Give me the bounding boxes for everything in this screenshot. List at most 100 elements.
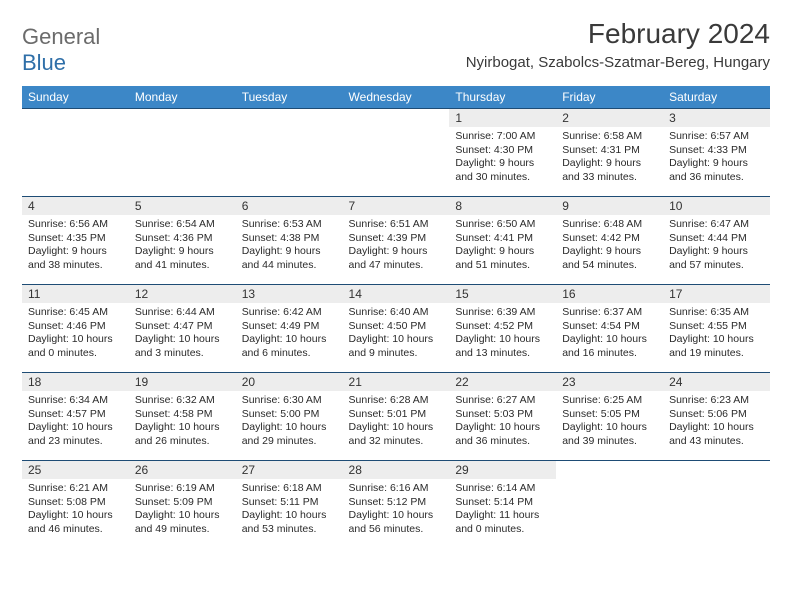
calendar-cell: 25Sunrise: 6:21 AMSunset: 5:08 PMDayligh…: [22, 461, 129, 549]
day-detail: Sunrise: 6:37 AMSunset: 4:54 PMDaylight:…: [556, 303, 663, 365]
day-detail: Sunrise: 6:44 AMSunset: 4:47 PMDaylight:…: [129, 303, 236, 365]
calendar-cell: 6Sunrise: 6:53 AMSunset: 4:38 PMDaylight…: [236, 197, 343, 285]
calendar-cell: 21Sunrise: 6:28 AMSunset: 5:01 PMDayligh…: [343, 373, 450, 461]
day-detail: Sunrise: 6:39 AMSunset: 4:52 PMDaylight:…: [449, 303, 556, 365]
day-detail: Sunrise: 6:51 AMSunset: 4:39 PMDaylight:…: [343, 215, 450, 277]
calendar-cell: 19Sunrise: 6:32 AMSunset: 4:58 PMDayligh…: [129, 373, 236, 461]
calendar-week-row: 11Sunrise: 6:45 AMSunset: 4:46 PMDayligh…: [22, 285, 770, 373]
calendar-cell: 14Sunrise: 6:40 AMSunset: 4:50 PMDayligh…: [343, 285, 450, 373]
day-detail: Sunrise: 6:30 AMSunset: 5:00 PMDaylight:…: [236, 391, 343, 453]
day-detail: Sunrise: 6:34 AMSunset: 4:57 PMDaylight:…: [22, 391, 129, 453]
day-detail: Sunrise: 6:42 AMSunset: 4:49 PMDaylight:…: [236, 303, 343, 365]
day-detail: Sunrise: 6:45 AMSunset: 4:46 PMDaylight:…: [22, 303, 129, 365]
day-detail: Sunrise: 6:18 AMSunset: 5:11 PMDaylight:…: [236, 479, 343, 541]
day-number: 14: [343, 285, 450, 303]
calendar-cell: 12Sunrise: 6:44 AMSunset: 4:47 PMDayligh…: [129, 285, 236, 373]
calendar-cell: 22Sunrise: 6:27 AMSunset: 5:03 PMDayligh…: [449, 373, 556, 461]
calendar-week-row: 25Sunrise: 6:21 AMSunset: 5:08 PMDayligh…: [22, 461, 770, 549]
day-detail: Sunrise: 6:47 AMSunset: 4:44 PMDaylight:…: [663, 215, 770, 277]
day-header: Thursday: [449, 86, 556, 109]
day-number: 3: [663, 109, 770, 127]
day-number: 12: [129, 285, 236, 303]
day-number: 6: [236, 197, 343, 215]
day-detail: Sunrise: 6:23 AMSunset: 5:06 PMDaylight:…: [663, 391, 770, 453]
day-detail: Sunrise: 6:35 AMSunset: 4:55 PMDaylight:…: [663, 303, 770, 365]
day-detail: Sunrise: 6:50 AMSunset: 4:41 PMDaylight:…: [449, 215, 556, 277]
day-number: 5: [129, 197, 236, 215]
calendar-cell: 2Sunrise: 6:58 AMSunset: 4:31 PMDaylight…: [556, 109, 663, 197]
day-number: 10: [663, 197, 770, 215]
brand-logo: General Blue: [22, 24, 102, 76]
calendar-cell: 20Sunrise: 6:30 AMSunset: 5:00 PMDayligh…: [236, 373, 343, 461]
day-detail: Sunrise: 6:16 AMSunset: 5:12 PMDaylight:…: [343, 479, 450, 541]
day-number: 15: [449, 285, 556, 303]
calendar-cell: 18Sunrise: 6:34 AMSunset: 4:57 PMDayligh…: [22, 373, 129, 461]
day-header: Friday: [556, 86, 663, 109]
calendar-cell: 24Sunrise: 6:23 AMSunset: 5:06 PMDayligh…: [663, 373, 770, 461]
day-header: Saturday: [663, 86, 770, 109]
day-detail: Sunrise: 6:53 AMSunset: 4:38 PMDaylight:…: [236, 215, 343, 277]
day-detail: Sunrise: 6:48 AMSunset: 4:42 PMDaylight:…: [556, 215, 663, 277]
calendar-cell: [129, 109, 236, 197]
day-number: 8: [449, 197, 556, 215]
day-header: Sunday: [22, 86, 129, 109]
calendar-cell: [556, 461, 663, 549]
calendar-cell: 16Sunrise: 6:37 AMSunset: 4:54 PMDayligh…: [556, 285, 663, 373]
calendar-cell: [663, 461, 770, 549]
calendar-cell: 7Sunrise: 6:51 AMSunset: 4:39 PMDaylight…: [343, 197, 450, 285]
month-title: February 2024: [466, 18, 770, 50]
calendar-cell: 8Sunrise: 6:50 AMSunset: 4:41 PMDaylight…: [449, 197, 556, 285]
calendar-cell: 11Sunrise: 6:45 AMSunset: 4:46 PMDayligh…: [22, 285, 129, 373]
calendar-cell: 15Sunrise: 6:39 AMSunset: 4:52 PMDayligh…: [449, 285, 556, 373]
calendar-cell: [22, 109, 129, 197]
day-detail: Sunrise: 6:58 AMSunset: 4:31 PMDaylight:…: [556, 127, 663, 189]
calendar-cell: 4Sunrise: 6:56 AMSunset: 4:35 PMDaylight…: [22, 197, 129, 285]
calendar-cell: 5Sunrise: 6:54 AMSunset: 4:36 PMDaylight…: [129, 197, 236, 285]
calendar-week-row: 18Sunrise: 6:34 AMSunset: 4:57 PMDayligh…: [22, 373, 770, 461]
day-number: 7: [343, 197, 450, 215]
day-number: 13: [236, 285, 343, 303]
day-detail: Sunrise: 6:28 AMSunset: 5:01 PMDaylight:…: [343, 391, 450, 453]
day-number: 1: [449, 109, 556, 127]
day-number: 29: [449, 461, 556, 479]
day-detail: Sunrise: 6:54 AMSunset: 4:36 PMDaylight:…: [129, 215, 236, 277]
location-subtitle: Nyirbogat, Szabolcs-Szatmar-Bereg, Hunga…: [466, 54, 770, 71]
day-number: 26: [129, 461, 236, 479]
calendar-table: SundayMondayTuesdayWednesdayThursdayFrid…: [22, 86, 770, 549]
day-detail: Sunrise: 6:19 AMSunset: 5:09 PMDaylight:…: [129, 479, 236, 541]
day-detail: Sunrise: 6:25 AMSunset: 5:05 PMDaylight:…: [556, 391, 663, 453]
day-number: 17: [663, 285, 770, 303]
day-number: 11: [22, 285, 129, 303]
calendar-body: 1Sunrise: 7:00 AMSunset: 4:30 PMDaylight…: [22, 109, 770, 549]
calendar-cell: 1Sunrise: 7:00 AMSunset: 4:30 PMDaylight…: [449, 109, 556, 197]
day-number: 24: [663, 373, 770, 391]
day-header: Wednesday: [343, 86, 450, 109]
calendar-cell: 3Sunrise: 6:57 AMSunset: 4:33 PMDaylight…: [663, 109, 770, 197]
day-number: 2: [556, 109, 663, 127]
calendar-cell: 23Sunrise: 6:25 AMSunset: 5:05 PMDayligh…: [556, 373, 663, 461]
day-number: 27: [236, 461, 343, 479]
day-number: 18: [22, 373, 129, 391]
calendar-cell: 28Sunrise: 6:16 AMSunset: 5:12 PMDayligh…: [343, 461, 450, 549]
calendar-cell: 27Sunrise: 6:18 AMSunset: 5:11 PMDayligh…: [236, 461, 343, 549]
day-detail: Sunrise: 6:32 AMSunset: 4:58 PMDaylight:…: [129, 391, 236, 453]
calendar-header-row: SundayMondayTuesdayWednesdayThursdayFrid…: [22, 86, 770, 109]
day-detail: Sunrise: 6:57 AMSunset: 4:33 PMDaylight:…: [663, 127, 770, 189]
day-number: 16: [556, 285, 663, 303]
day-detail: Sunrise: 6:21 AMSunset: 5:08 PMDaylight:…: [22, 479, 129, 541]
title-block: February 2024 Nyirbogat, Szabolcs-Szatma…: [466, 18, 770, 71]
day-number: 22: [449, 373, 556, 391]
calendar-week-row: 1Sunrise: 7:00 AMSunset: 4:30 PMDaylight…: [22, 109, 770, 197]
day-number: 4: [22, 197, 129, 215]
calendar-cell: 29Sunrise: 6:14 AMSunset: 5:14 PMDayligh…: [449, 461, 556, 549]
calendar-cell: 17Sunrise: 6:35 AMSunset: 4:55 PMDayligh…: [663, 285, 770, 373]
day-header: Monday: [129, 86, 236, 109]
calendar-cell: [343, 109, 450, 197]
calendar-cell: [236, 109, 343, 197]
calendar-cell: 26Sunrise: 6:19 AMSunset: 5:09 PMDayligh…: [129, 461, 236, 549]
calendar-week-row: 4Sunrise: 6:56 AMSunset: 4:35 PMDaylight…: [22, 197, 770, 285]
header: General Blue February 2024 Nyirbogat, Sz…: [22, 18, 770, 76]
day-detail: Sunrise: 6:14 AMSunset: 5:14 PMDaylight:…: [449, 479, 556, 541]
day-header: Tuesday: [236, 86, 343, 109]
calendar-cell: 10Sunrise: 6:47 AMSunset: 4:44 PMDayligh…: [663, 197, 770, 285]
